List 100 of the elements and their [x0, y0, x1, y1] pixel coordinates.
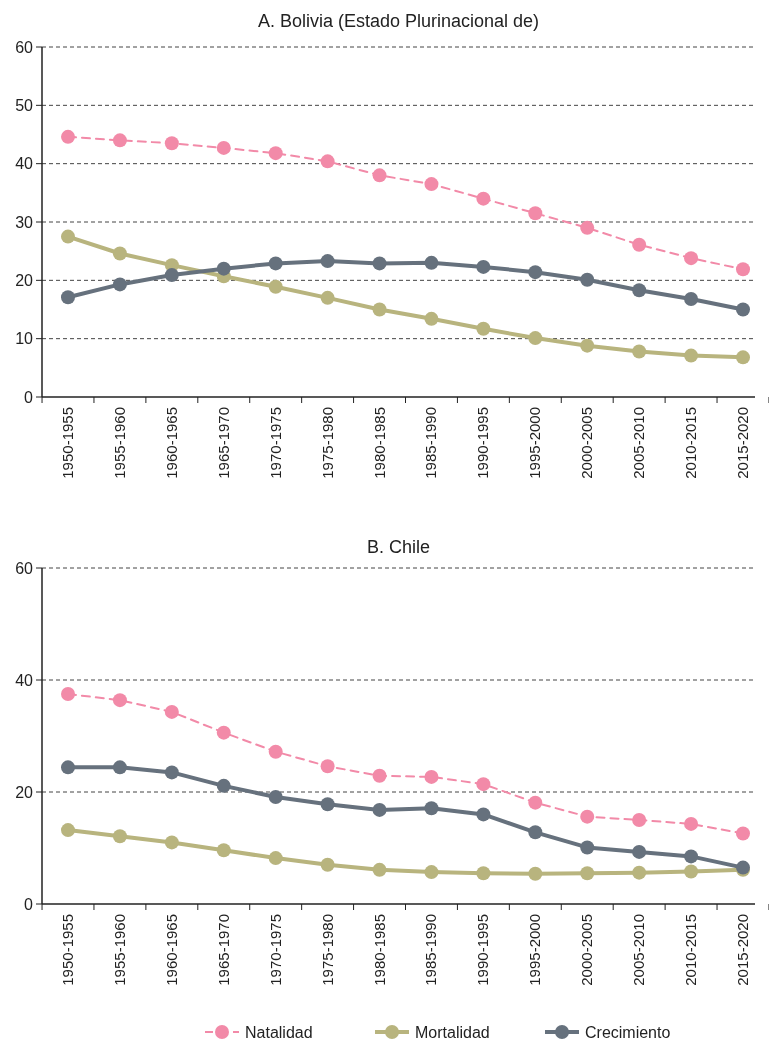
point [580, 809, 595, 824]
y-tick-label: 0 [24, 895, 34, 913]
point [320, 797, 335, 812]
point [424, 177, 439, 192]
point [580, 866, 595, 881]
x-tick-label: 2015-2020 [734, 914, 751, 986]
point [112, 693, 127, 708]
point [372, 256, 387, 271]
point [216, 140, 231, 155]
y-tick-label: 30 [15, 213, 34, 231]
x-tick-label: 2015-2020 [734, 407, 751, 479]
point [632, 865, 647, 880]
point [164, 765, 179, 780]
y-tick-label: 10 [15, 330, 34, 348]
point [372, 302, 387, 317]
point [528, 331, 543, 346]
x-tick-label: 1955-1960 [110, 407, 128, 479]
point [268, 851, 283, 866]
point [320, 154, 335, 169]
point [736, 350, 750, 365]
y-tick-label: 0 [24, 388, 34, 406]
x-tick-label: 1990-1995 [474, 407, 492, 479]
point [61, 760, 75, 775]
point [320, 857, 335, 872]
x-tick-label: 1955-1960 [110, 914, 128, 986]
point [216, 725, 231, 740]
x-tick-label: 1960-1965 [162, 407, 180, 479]
point [61, 129, 75, 144]
x-tick-label: 1960-1965 [162, 914, 180, 986]
x-tick-label: 1995-2000 [526, 407, 544, 479]
chart-title: B. Chile [366, 537, 431, 557]
x-tick-label: 1980-1985 [370, 914, 388, 986]
x-tick-label: 1950-1955 [59, 914, 76, 986]
point [632, 844, 647, 859]
point [320, 759, 335, 774]
point [268, 790, 283, 805]
point [164, 704, 179, 719]
point [268, 744, 283, 759]
y-tick-label: 40 [15, 155, 34, 173]
point [476, 777, 491, 792]
y-tick-label: 50 [15, 96, 34, 114]
point [736, 302, 750, 317]
point [112, 277, 127, 292]
x-tick-label: 1970-1975 [266, 407, 284, 479]
point [684, 864, 699, 879]
point [216, 261, 231, 276]
point [424, 311, 439, 326]
point [632, 283, 647, 298]
point [476, 807, 491, 822]
x-tick-label: 1950-1955 [59, 407, 76, 479]
point [372, 862, 387, 877]
point [476, 321, 491, 336]
x-tick-label: 1985-1990 [422, 407, 440, 479]
point [216, 843, 231, 858]
y-tick-label: 20 [15, 783, 34, 801]
point [112, 829, 127, 844]
point [424, 255, 439, 270]
point [61, 823, 75, 838]
point [580, 338, 595, 353]
x-tick-label: 1985-1990 [422, 914, 440, 986]
x-tick-label: 2005-2010 [630, 407, 648, 479]
point [684, 251, 699, 266]
point [61, 687, 75, 701]
point [320, 290, 335, 305]
point [164, 268, 179, 283]
point [164, 835, 179, 850]
point [684, 348, 699, 363]
chart-title: A. Bolivia (Estado Plurinacional de) [257, 11, 540, 31]
point [580, 840, 595, 855]
point [61, 290, 75, 305]
point [736, 826, 750, 841]
x-tick-label: 1990-1995 [474, 914, 492, 986]
point [476, 259, 491, 274]
point [216, 778, 231, 793]
point [424, 769, 439, 784]
point [580, 272, 595, 287]
point [632, 237, 647, 252]
point [684, 816, 699, 831]
point [528, 206, 543, 221]
point [372, 802, 387, 817]
x-tick-label: 2010-2015 [682, 914, 700, 986]
point [476, 866, 491, 881]
legend-label: Crecimiento [585, 1023, 671, 1041]
x-tick-label: 1965-1970 [214, 407, 232, 479]
legend-label: Natalidad [245, 1023, 313, 1041]
x-tick-label: 2010-2015 [682, 407, 700, 479]
point [164, 136, 179, 151]
point [372, 768, 387, 783]
x-tick-label: 1970-1975 [266, 914, 284, 986]
point [632, 344, 647, 359]
point [320, 254, 335, 269]
y-tick-label: 40 [15, 671, 34, 689]
point [268, 279, 283, 294]
x-tick-label: 1975-1980 [318, 914, 336, 986]
point [61, 229, 75, 244]
point [528, 795, 543, 810]
x-tick-label: 1980-1985 [370, 407, 388, 479]
x-tick-label: 2000-2005 [578, 914, 596, 986]
point [268, 256, 283, 271]
x-tick-label: 1995-2000 [526, 914, 544, 986]
